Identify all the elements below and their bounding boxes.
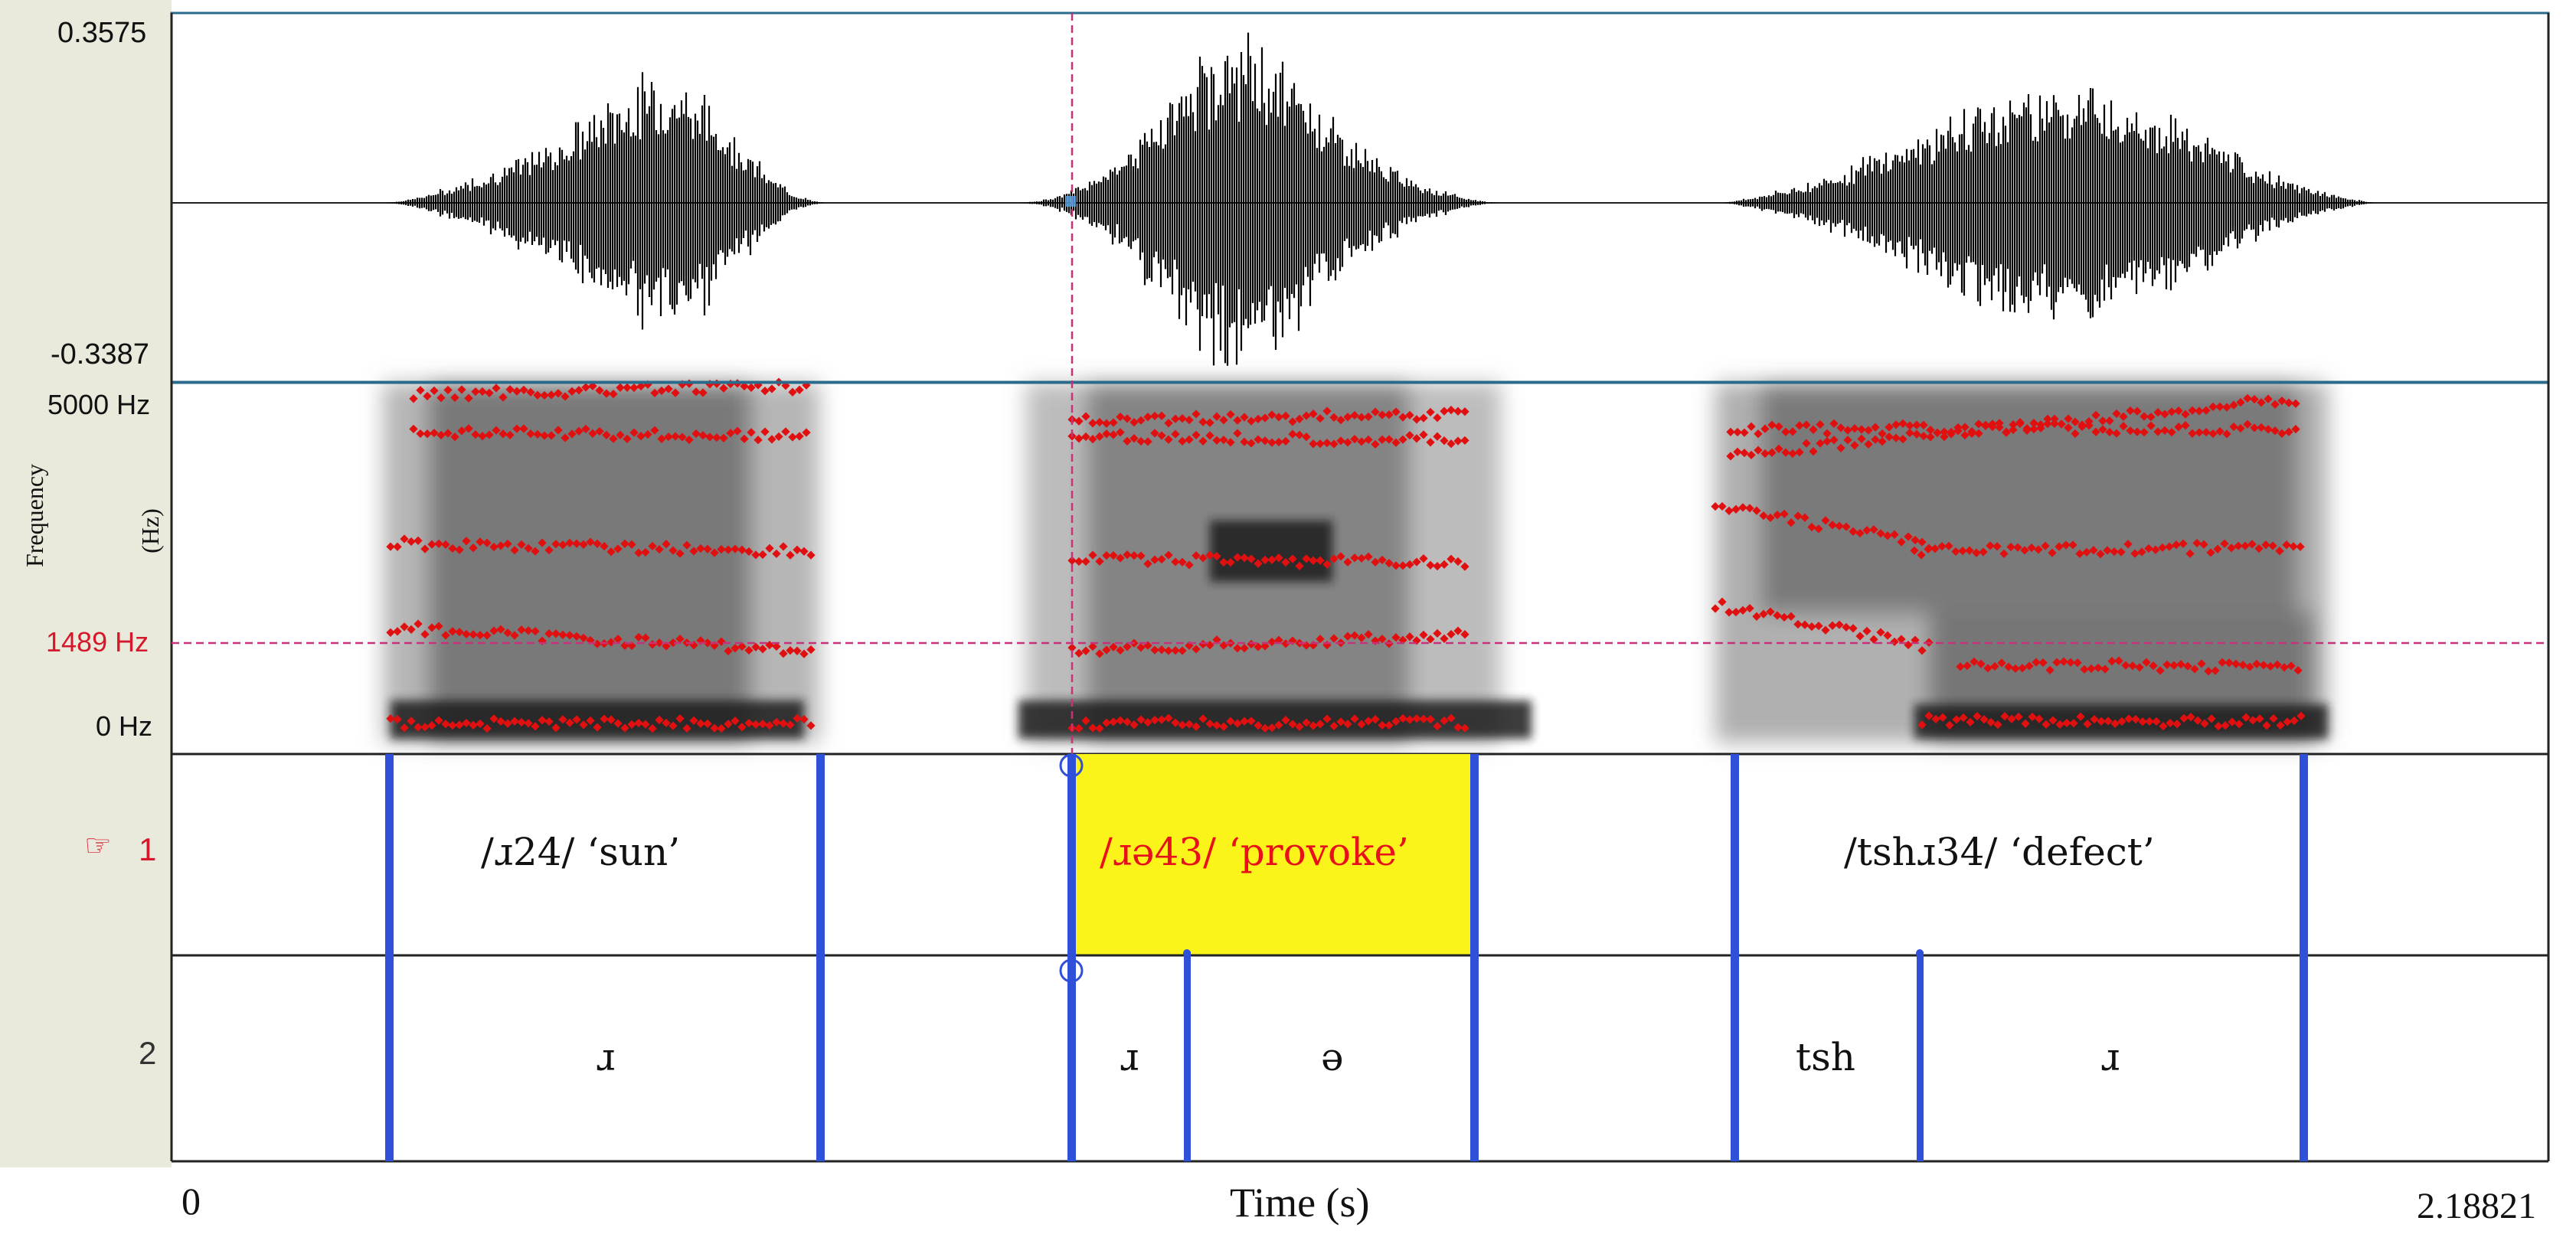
boundary-handle[interactable]: [1916, 949, 1924, 957]
waveform-max-label: 0.3575: [57, 17, 147, 49]
boundary-line[interactable]: [385, 754, 394, 1161]
pointer-icon: ☞: [84, 829, 112, 863]
tier-1-number[interactable]: 1: [139, 831, 157, 867]
boundary-line[interactable]: [1470, 754, 1479, 1161]
boundary-handle[interactable]: [1183, 949, 1191, 957]
boundary-line[interactable]: [1067, 754, 1076, 1161]
tier-1-interval-text[interactable]: /tshɹ34/ ‘defect’: [1844, 830, 2155, 874]
tier-1-boundaries[interactable]: [385, 754, 2308, 1161]
frequency-bottom-label: 0 Hz: [96, 710, 153, 742]
boundary-line[interactable]: [1731, 754, 1739, 1161]
time-axis-label: Time (s): [1230, 1180, 1370, 1226]
waveform-min-label: -0.3387: [51, 338, 149, 371]
frequency-axis-label: Frequency: [21, 463, 49, 568]
tier-2-interval-text[interactable]: ə: [1321, 1035, 1344, 1079]
tier-1-interval-text[interactable]: /ɹ24/ ‘sun’: [481, 830, 681, 874]
boundary-line[interactable]: [1184, 952, 1191, 1161]
tier-2-interval-text[interactable]: ɹ: [2100, 1035, 2120, 1079]
selected-interval-highlight[interactable]: [1072, 754, 1474, 955]
tier-2-boundaries[interactable]: [1183, 949, 1924, 1161]
frequency-cursor-label: 1489 Hz: [46, 626, 149, 658]
waveform[interactable]: [172, 32, 2548, 366]
boundary-line[interactable]: [1917, 952, 1924, 1161]
time-end-label: 2.18821: [2417, 1186, 2536, 1226]
frequency-top-label: 5000 Hz: [47, 389, 151, 420]
frequency-unit-label: (Hz): [136, 508, 164, 553]
formant-tracks: [386, 377, 2306, 733]
left-panel: [0, 0, 172, 1167]
tier-2-interval-text[interactable]: ɹ: [596, 1035, 616, 1079]
boundary-line[interactable]: [2300, 754, 2308, 1161]
tier-2-interval-text[interactable]: tsh: [1796, 1035, 1855, 1079]
boundary-handle[interactable]: [1059, 753, 1084, 778]
tier-2-interval-text[interactable]: ɹ: [1120, 1035, 1139, 1079]
time-start-label: 0: [181, 1180, 201, 1223]
tier-1-selected-interval-text[interactable]: /ɹə43/ ‘provoke’: [1100, 830, 1409, 874]
tier-2-number[interactable]: 2: [139, 1035, 157, 1071]
boundary-line[interactable]: [816, 754, 825, 1161]
boundary-handle[interactable]: [1059, 958, 1084, 983]
